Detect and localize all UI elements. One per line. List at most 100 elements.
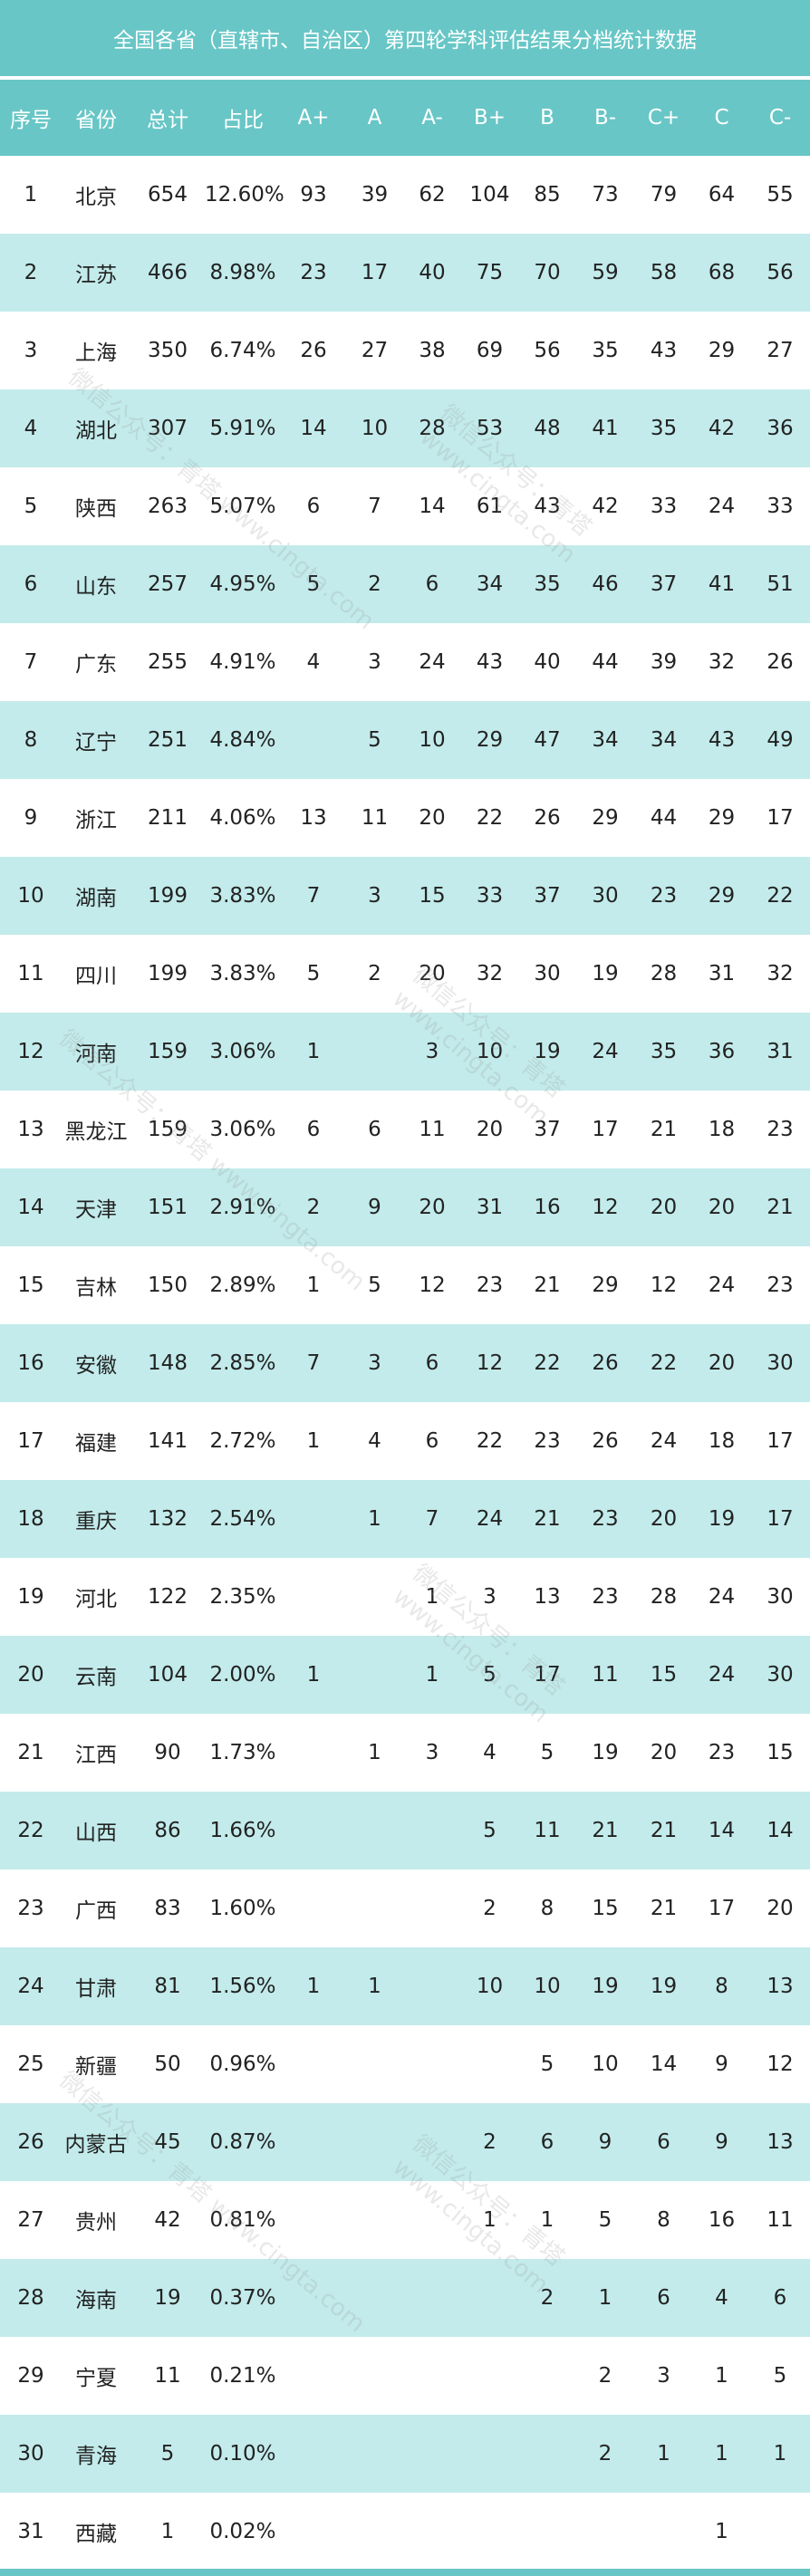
table-cell: 41 <box>592 417 619 440</box>
column-header: A <box>367 106 382 130</box>
table-cell: 陕西 <box>75 497 117 521</box>
table-cell: 19 <box>17 1585 44 1609</box>
table-cell: 4.95% <box>209 572 276 596</box>
table-cell: 18 <box>708 1118 736 1141</box>
table-cell: 58 <box>650 261 678 284</box>
table-cell: 4.84% <box>209 728 276 752</box>
table-cell: 93 <box>300 183 327 207</box>
table-cell: 安徽 <box>75 1354 117 1378</box>
table-cell: 7 <box>24 650 38 674</box>
table-cell: 2.89% <box>209 1274 276 1297</box>
table-cell: 29 <box>708 884 736 908</box>
table-cell: 43 <box>708 728 736 752</box>
table-cell: 48 <box>534 417 561 440</box>
table-cell: 11 <box>17 962 44 985</box>
table-cell: 251 <box>148 728 188 752</box>
table-cell: 26 <box>592 1351 619 1375</box>
table-cell: 山西 <box>75 1821 117 1845</box>
table-cell: 10 <box>534 1975 561 1998</box>
table-cell: 26 <box>17 2130 44 2154</box>
table-cell: 6 <box>425 572 439 596</box>
table-cell: 15 <box>650 1663 678 1687</box>
table-cell: 1 <box>368 1507 381 1531</box>
divider <box>0 76 810 80</box>
table-cell: 35 <box>592 339 619 362</box>
table-row: 17 福建 141 2.72% 1 4 6 22 23 26 24 18 17 <box>0 1402 810 1480</box>
table-cell: 2 <box>540 2286 554 2310</box>
table-cell: 天津 <box>75 1198 117 1222</box>
table-cell: 北京 <box>75 186 117 209</box>
stats-table: 序号 省份 总计 占比 A+ A A- B+ B B- C+ C C- 1 北京 654 12.60% 93 39… <box>0 80 810 2571</box>
table-cell: 90 <box>154 1741 181 1764</box>
table-cell: 6 <box>773 2286 787 2310</box>
table-cell: 23 <box>17 1897 44 1920</box>
table-cell: 35 <box>534 572 561 596</box>
table-cell: 141 <box>148 1429 188 1453</box>
table-cell: 68 <box>708 261 736 284</box>
table-cell: 1.60% <box>209 1897 276 1920</box>
table-cell: 23 <box>767 1274 794 1297</box>
table-cell: 75 <box>476 261 504 284</box>
table-cell: 20 <box>708 1351 736 1375</box>
table-cell: 7 <box>306 1351 321 1375</box>
table-cell: 3 <box>483 1585 497 1609</box>
table-cell: 49 <box>767 728 794 752</box>
table-cell: 21 <box>767 1196 794 1219</box>
table-cell: 1 <box>306 1975 321 1998</box>
table-cell: 16 <box>17 1351 44 1375</box>
table-cell: 38 <box>419 339 446 362</box>
table-row: 21 江西 90 1.73% 1 3 4 5 19 20 23 15 <box>0 1714 810 1792</box>
table-cell: 43 <box>534 495 561 518</box>
table-cell: 9 <box>24 806 38 830</box>
table-row: 3 上海 350 6.74% 26 27 38 69 56 35 43 29 27 <box>0 312 810 389</box>
table-cell: 11 <box>419 1118 446 1141</box>
table-cell: 西藏 <box>75 2523 117 2546</box>
table-cell: 43 <box>476 650 504 674</box>
table-cell: 19 <box>534 1040 561 1063</box>
table-cell: 34 <box>476 572 504 596</box>
table-cell: 40 <box>419 261 446 284</box>
table-cell: 23 <box>300 261 327 284</box>
table-cell: 64 <box>708 183 736 207</box>
table-cell: 8 <box>715 1975 728 1998</box>
table-cell: 17 <box>708 1897 736 1920</box>
table-cell: 350 <box>148 339 188 362</box>
table-cell: 江西 <box>75 1744 117 1767</box>
table-cell: 23 <box>767 1118 794 1141</box>
table-cell: 34 <box>650 728 678 752</box>
table-row: 19 河北 122 2.35% 1 3 13 23 28 24 30 <box>0 1558 810 1636</box>
table-cell: 5 <box>160 2442 175 2465</box>
table-cell: 6 <box>425 1351 439 1375</box>
table-cell: 32 <box>708 650 736 674</box>
table-cell: 21 <box>534 1507 561 1531</box>
table-cell: 1 <box>306 1040 321 1063</box>
table-cell: 86 <box>154 1819 181 1842</box>
table-cell: 江苏 <box>75 264 117 287</box>
table-cell: 2.00% <box>209 1663 276 1687</box>
table-cell: 2 <box>368 572 381 596</box>
table-cell: 30 <box>767 1351 794 1375</box>
table-cell: 1 <box>483 2208 497 2232</box>
table-cell: 39 <box>650 650 678 674</box>
table-cell: 12 <box>17 1040 44 1063</box>
table-cell: 湖北 <box>75 419 117 443</box>
column-header: 总计 <box>147 109 188 132</box>
table-cell: 34 <box>592 728 619 752</box>
page-title: 全国各省（直辖市、自治区）第四轮学科评估结果分档统计数据 <box>0 0 810 76</box>
table-cell: 8 <box>24 728 38 752</box>
table-cell: 31 <box>476 1196 504 1219</box>
table-cell: 83 <box>154 1897 181 1920</box>
table-cell: 23 <box>534 1429 561 1453</box>
title-text: 全国各省（直辖市、自治区）第四轮学科评估结果分档统计数据 <box>113 29 697 53</box>
table-cell: 24 <box>592 1040 619 1063</box>
table-row: 7 广东 255 4.91% 4 3 24 43 40 44 39 32 26 <box>0 623 810 701</box>
table-cell: 33 <box>767 495 794 518</box>
table-cell: 20 <box>419 806 446 830</box>
table-cell: 41 <box>708 572 736 596</box>
table-cell: 河南 <box>75 1043 117 1066</box>
table-cell: 18 <box>708 1429 736 1453</box>
table-row: 25 新疆 50 0.96% 5 10 14 9 12 <box>0 2025 810 2103</box>
table-cell: 150 <box>148 1274 188 1297</box>
table-cell: 5 <box>306 572 321 596</box>
table-cell: 56 <box>767 261 794 284</box>
